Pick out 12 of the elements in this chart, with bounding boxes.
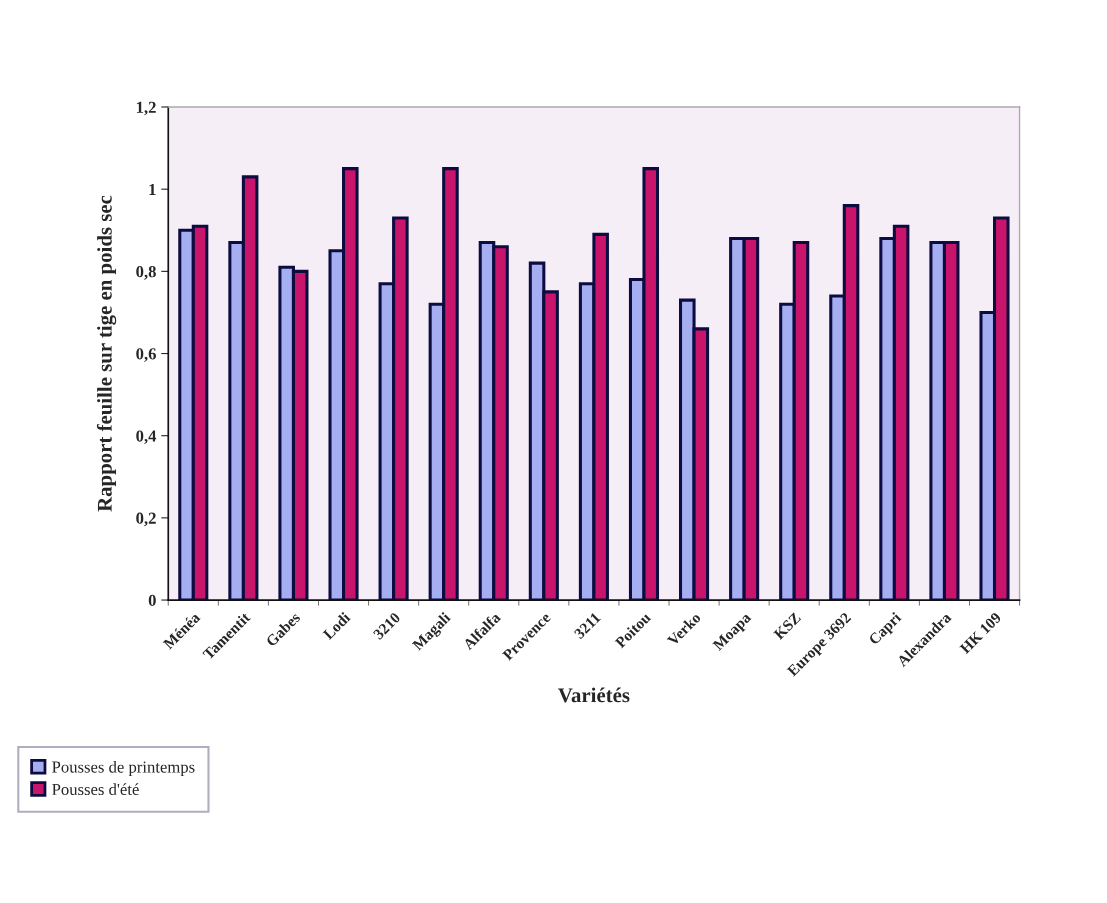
x-axis-title: Variétés [558,687,630,703]
legend-label: Pousses de printemps [52,760,195,777]
y-tick-label: 0,4 [136,430,157,445]
y-tick-label: 0,8 [136,266,156,280]
y-tick-label: 1,2 [136,101,156,116]
y-tick-label: 0,6 [136,348,156,362]
y-axis-title: Rapport feuille sur tige en poids sec [96,195,117,512]
x-tick-label: HK 109 [959,611,1002,655]
legend-label: Pousses d'été [52,783,139,796]
y-tick-label: 0 [148,594,156,606]
y-tick-label: 1 [149,183,156,195]
y-tick-label: 0,2 [136,512,156,527]
